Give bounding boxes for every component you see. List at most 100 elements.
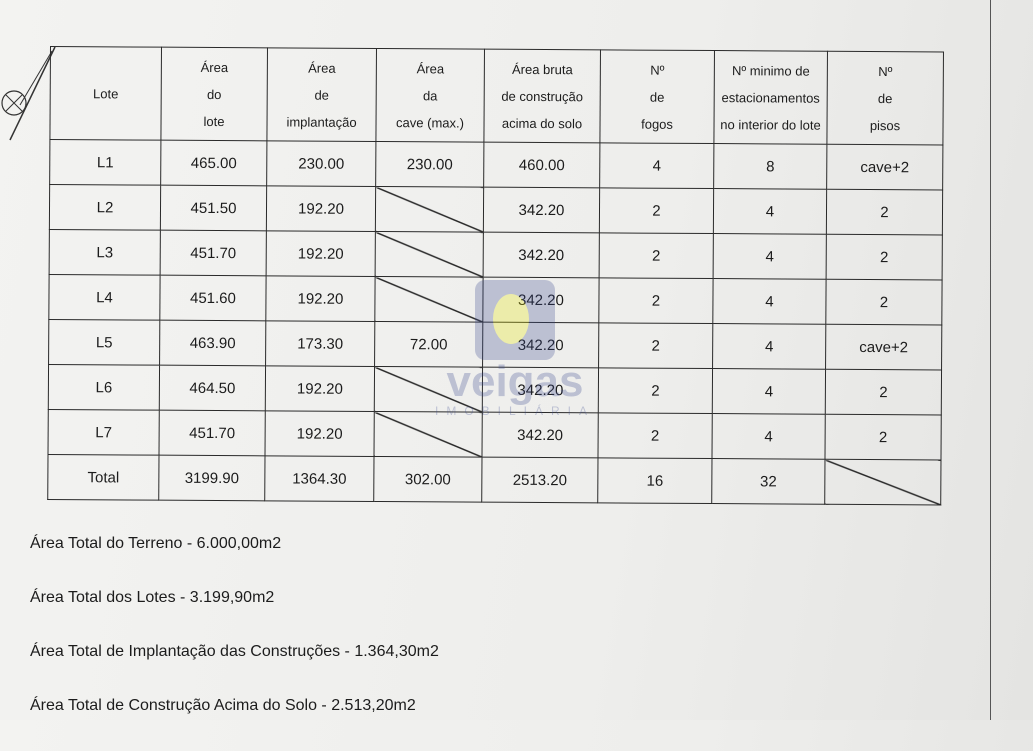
column-header: Área de implantação (266, 47, 377, 142)
table-cell: 2 (597, 412, 713, 459)
note-construcao: Área Total de Construção Acima do Solo -… (30, 697, 416, 714)
page-border (990, 0, 991, 720)
table-cell: 230.00 (375, 141, 484, 188)
table-cell: 302.00 (373, 456, 482, 503)
table-row: L2 451.50 192.20 342.20 2 4 2 (49, 184, 943, 235)
table-cell: 2 (598, 322, 713, 369)
table-cell: 342.20 (483, 187, 600, 233)
table-cell: L7 (48, 409, 160, 456)
table-cell: 4 (712, 323, 826, 370)
table-cell: 4 (713, 188, 827, 235)
column-header: Lote (49, 46, 162, 141)
area-notes: Área Total do Terreno - 6.000,00m2 Área … (30, 535, 439, 751)
table-cell: 173.30 (265, 320, 375, 367)
table-cell: 4 (712, 368, 826, 415)
table-cell: 192.20 (265, 275, 376, 322)
empty-slashed-cell (374, 276, 484, 323)
table-cell: 192.20 (266, 185, 376, 232)
header-line: no interior do lote (720, 116, 821, 133)
table-cell: L2 (49, 184, 161, 231)
header-line: cave (max.) (396, 114, 465, 131)
table-cell: L4 (48, 274, 161, 321)
table-cell: 4 (711, 413, 826, 460)
empty-slashed-cell (373, 411, 483, 458)
header-line: Lote (93, 85, 119, 101)
table-cell: L1 (49, 139, 161, 186)
column-header: Nº de fogos (599, 49, 715, 144)
table-cell: 2513.20 (481, 457, 598, 503)
table-cell: 2 (598, 367, 713, 414)
north-arrow-icon (1, 46, 56, 141)
header-line: de (877, 90, 893, 106)
table-row: L4 451.60 192.20 342.20 2 4 2 (48, 274, 943, 325)
table-cell: 192.20 (265, 365, 375, 412)
table-cell: 342.20 (482, 277, 600, 323)
header-line: Nº (650, 62, 665, 78)
table-cell: 2 (598, 277, 714, 324)
note-terreno: Área Total do Terreno - 6.000,00m2 (30, 535, 282, 552)
header-line: estacionamentos (721, 89, 820, 106)
table-cell: 4 (713, 233, 827, 280)
table-row: L3 451.70 192.20 342.20 2 4 2 (49, 229, 943, 280)
table-cell: 8 (713, 143, 827, 190)
table-row: Total 3199.90 1364.30 302.00 2513.20 16 32 (47, 454, 941, 505)
header-line: da (422, 87, 438, 103)
column-header: Área bruta de construção acima do solo (483, 49, 601, 143)
table-cell: 2 (825, 279, 943, 325)
table-cell: 451.60 (159, 275, 267, 321)
table-cell: 72.00 (374, 321, 483, 368)
table-cell: 2 (826, 189, 943, 235)
header-line: fogos (641, 116, 673, 132)
header-line: Nº (878, 63, 893, 79)
header-line: pisos (869, 117, 901, 133)
table-cell: 342.20 (483, 232, 600, 278)
table-cell: 464.50 (159, 365, 266, 411)
note-implantacao: Área Total de Implantação das Construçõe… (30, 643, 439, 660)
column-header: Nº minimo de estacionamentos no interior d… (713, 50, 828, 145)
table-cell: 342.20 (482, 367, 599, 413)
header-line: Área (308, 60, 336, 76)
table-cell: 342.20 (482, 322, 599, 368)
header-line: do (206, 86, 222, 102)
header-line: implantação (286, 113, 357, 130)
table-cell: 230.00 (266, 140, 376, 187)
table-cell: L6 (48, 364, 160, 411)
table-cell: 2 (826, 234, 943, 280)
table-cell: 1364.30 (264, 455, 374, 502)
table-cell: 3199.90 (158, 455, 266, 501)
table-row: L7 451.70 192.20 342.20 2 4 2 (48, 409, 942, 460)
table-cell: 2 (599, 232, 714, 279)
empty-slashed-cell (374, 366, 483, 413)
table-cell: Total (47, 454, 160, 501)
table-cell: 2 (824, 414, 942, 460)
table-cell: 16 (597, 457, 712, 504)
table-cell: 451.70 (159, 410, 266, 456)
empty-slashed-cell (375, 231, 484, 278)
table-cell: 2 (825, 369, 942, 415)
header-line: de (649, 89, 665, 105)
table-cell: 451.50 (160, 185, 267, 231)
table-cell: cave+2 (826, 144, 943, 190)
table-cell: 460.00 (483, 142, 600, 188)
lots-table: Lote Área do lote Área de implantação Área da cav… (47, 46, 944, 505)
table-header-row: Lote Área do lote Área de implantação Área da cav… (49, 46, 944, 145)
column-header: Área do lote (160, 47, 268, 141)
header-line: Nº minimo de (731, 62, 810, 79)
header-line: acima do solo (501, 115, 583, 131)
table-cell: L5 (48, 319, 160, 366)
header-line: de construção (501, 88, 584, 104)
header-line: de (314, 87, 329, 103)
empty-slashed-cell (824, 459, 941, 505)
note-lotes: Área Total dos Lotes - 3.199,90m2 (30, 589, 275, 606)
header-line: Área (200, 59, 229, 75)
table-cell: 463.90 (159, 320, 266, 366)
header-line: Área (416, 60, 445, 76)
table-cell: 2 (599, 187, 714, 234)
empty-slashed-cell (375, 186, 484, 233)
table-cell: cave+2 (825, 324, 942, 370)
table-cell: 32 (711, 458, 825, 505)
table-cell: 342.20 (481, 412, 599, 458)
table-cell: L3 (49, 229, 161, 276)
table-cell: 192.20 (266, 230, 376, 277)
table-cell: 4 (599, 142, 714, 189)
